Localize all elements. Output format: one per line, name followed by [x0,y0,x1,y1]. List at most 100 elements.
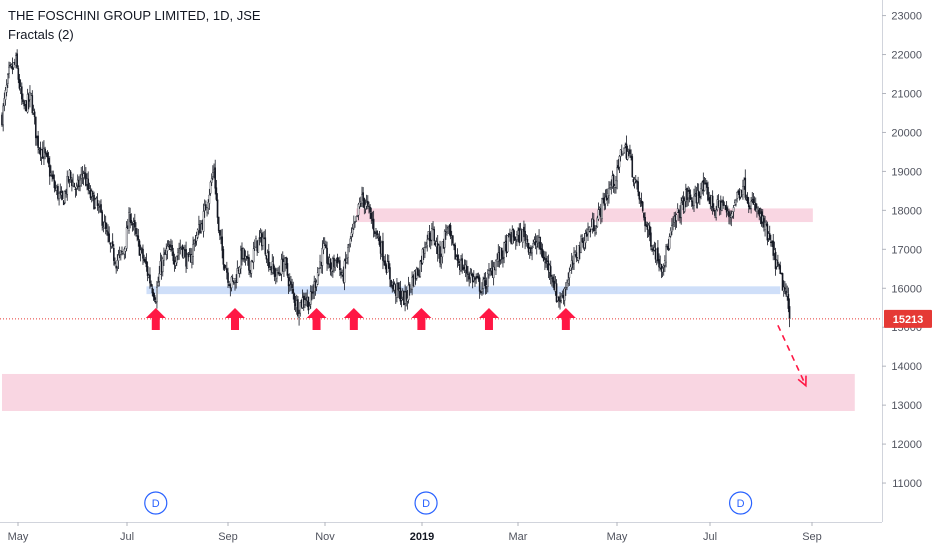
candle-body [83,172,86,174]
candle-body [589,229,592,233]
candle-body [495,260,497,271]
candle-body [135,228,137,235]
candle-body [617,165,620,170]
candle-body [629,149,631,155]
candle-body [3,98,6,106]
dividend-marker-icon[interactable] [729,491,753,515]
time-tick-label: Jul [120,531,134,543]
candle-body [355,216,357,222]
candle-body [687,191,689,199]
price-tick-label: 12000 [891,439,922,451]
candle-body [325,244,327,249]
candle-body [73,182,76,188]
price-tick-label: 21000 [891,88,922,100]
candle-body [227,272,229,283]
candle-body [612,174,615,188]
candle-body [449,225,452,237]
candle-body [397,282,399,291]
candle-body [10,64,13,67]
candle-body [175,255,178,264]
price-tick-label: 19000 [891,166,922,178]
candle-body [526,239,529,242]
candle-body [399,287,402,302]
candle-body [736,192,738,199]
candle-body [664,260,666,266]
resistance-zone[interactable] [356,208,813,223]
candle-body [206,207,208,213]
candle-body [53,180,56,189]
candle-body [421,248,424,264]
candle-body [672,223,674,225]
candle-body [623,148,625,153]
candle-body [711,195,714,208]
candle-body [634,179,637,181]
candle-body [620,151,623,153]
candle-body [658,259,660,268]
candle-body [151,288,154,294]
candle-body [481,288,483,292]
candle-body [396,283,398,298]
candle-body [595,228,597,233]
candle-body [149,274,151,284]
candle-body [258,237,261,239]
candle-body [144,259,147,262]
target-zone[interactable] [2,373,855,411]
indicator-label[interactable]: Fractals (2) [8,27,74,42]
candle-body [408,284,411,288]
candle-body [347,247,349,258]
candle-body [722,200,724,206]
candle-body [96,199,99,206]
candle-body [417,268,419,276]
candle-body [166,246,169,252]
candle-body [142,248,144,259]
candle-body [426,239,429,247]
candle-body [46,152,49,158]
candle-body [441,241,444,258]
candle-body [353,223,355,229]
candle-body [487,273,489,287]
candle-body [57,186,59,199]
dividend-marker-icon[interactable] [144,491,168,515]
candle-body [221,236,223,251]
candle-body [192,244,194,257]
dividend-marker-icon[interactable] [414,491,438,515]
candle-body [559,299,561,303]
candle-body [293,293,296,303]
candle-body [439,246,441,264]
candle-body [115,266,117,269]
candle-body [739,189,742,198]
candle-body [706,182,708,188]
candle-body [291,284,293,289]
candle-body [584,233,587,243]
candle-body [521,228,524,243]
candle-body [29,92,31,100]
candle-body [358,202,361,207]
candle-body [531,248,533,254]
candle-body [768,233,771,240]
candle-body [375,228,377,232]
candle-body [747,202,750,208]
candle-body [443,231,446,248]
candle-body [567,279,569,284]
candle-body [645,224,648,226]
candle-body [356,215,359,217]
candle-body [781,273,784,291]
candle-body [194,240,197,244]
candle-body [787,293,790,309]
candle-body [22,99,24,103]
candle-body [215,187,218,200]
candle-body [542,256,545,262]
candle-body [671,225,673,232]
candle-body [668,236,671,249]
candle-body [683,200,686,212]
candle-body [596,217,599,227]
candle-body [618,156,621,168]
candle-body [137,235,140,240]
candle-body [779,265,782,274]
candle-body [732,207,735,212]
candle-body [279,274,282,276]
candle-body [456,254,459,261]
candle-body [307,296,310,311]
support-zone[interactable] [146,286,781,295]
